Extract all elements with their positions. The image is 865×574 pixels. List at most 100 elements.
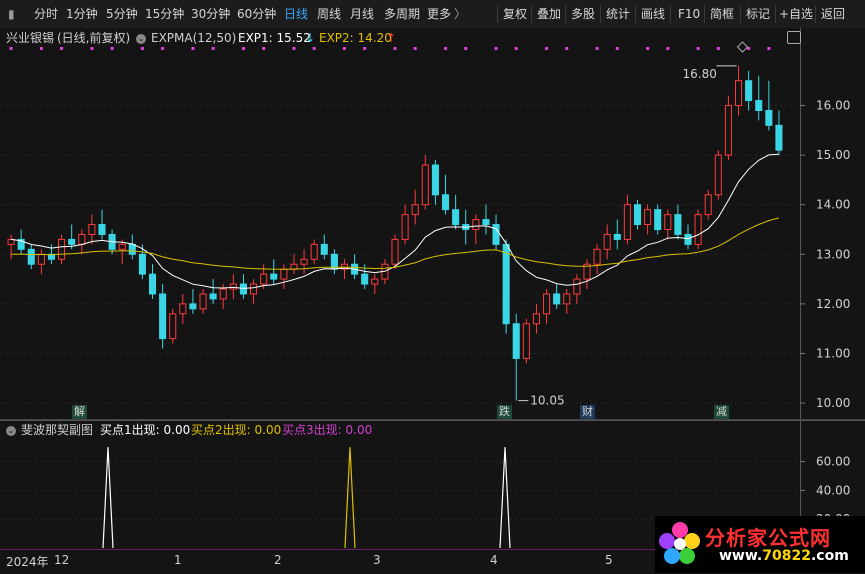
tab-30min[interactable]: 30分钟: [191, 7, 231, 21]
candle[interactable]: [593, 244, 601, 275]
candle[interactable]: [613, 219, 621, 250]
signal-dot: [716, 47, 720, 50]
simple-frame-button[interactable]: 简框: [710, 7, 735, 21]
tab-1min[interactable]: 1分钟: [66, 7, 98, 21]
candle[interactable]: [452, 194, 460, 230]
candle[interactable]: [633, 199, 642, 230]
candle[interactable]: [229, 274, 237, 299]
candle[interactable]: [583, 259, 591, 290]
candle[interactable]: [260, 264, 268, 290]
add-watchlist-button[interactable]: +自选: [779, 7, 814, 21]
tab-monthly[interactable]: 月线: [350, 7, 375, 21]
candle[interactable]: [441, 174, 450, 215]
candle[interactable]: [27, 244, 35, 270]
candle[interactable]: [250, 279, 258, 304]
arrow-up-icon: ↑: [386, 31, 397, 45]
candle[interactable]: [482, 204, 490, 235]
candle[interactable]: [401, 204, 409, 245]
candle[interactable]: [735, 65, 743, 116]
candle[interactable]: [270, 259, 278, 285]
candle[interactable]: [522, 318, 530, 364]
candle[interactable]: [371, 274, 379, 294]
candle[interactable]: [543, 289, 551, 324]
fuquan-button[interactable]: 复权: [503, 7, 528, 21]
candle[interactable]: [391, 234, 399, 270]
candle[interactable]: [472, 214, 480, 245]
candle[interactable]: [239, 274, 247, 299]
candle[interactable]: [674, 204, 682, 240]
candle[interactable]: [148, 264, 157, 299]
event-tag-jie[interactable]: 解: [72, 405, 87, 419]
candle[interactable]: [704, 189, 712, 220]
candle[interactable]: [573, 274, 581, 304]
indicator-name[interactable]: EXPMA(12,50): [151, 31, 237, 45]
candle[interactable]: [118, 239, 126, 265]
tab-more[interactable]: 更多: [427, 7, 452, 21]
candle[interactable]: [209, 279, 217, 304]
candle[interactable]: [300, 249, 308, 275]
candle[interactable]: [724, 95, 732, 161]
candle[interactable]: [17, 229, 25, 255]
candle[interactable]: [553, 284, 561, 309]
event-tag-jian[interactable]: 减: [714, 405, 729, 419]
candle[interactable]: [411, 189, 419, 225]
candle[interactable]: [714, 150, 722, 200]
multi-stock-button[interactable]: 多股: [571, 7, 596, 21]
mark-button[interactable]: 标记: [746, 7, 771, 21]
candle[interactable]: [775, 110, 783, 156]
candle[interactable]: [532, 303, 540, 334]
candle[interactable]: [623, 194, 631, 245]
candle[interactable]: [310, 239, 318, 265]
candle[interactable]: [694, 209, 702, 250]
tab-multi-period[interactable]: 多周期: [384, 7, 421, 21]
candle[interactable]: [563, 289, 571, 314]
candle[interactable]: [512, 313, 520, 401]
subchart-settings-icon[interactable]: ⌄: [6, 425, 16, 436]
candle[interactable]: [603, 224, 611, 260]
candle[interactable]: [765, 80, 773, 131]
y-tick-label: 13.00: [816, 247, 850, 261]
candle[interactable]: [7, 234, 15, 260]
subchart-title[interactable]: 斐波那契副图: [21, 423, 94, 437]
kline-chart[interactable]: 10.00 11.00 12.00 13.00 14.00 15.00 16.00 16.8…: [0, 28, 865, 420]
candle[interactable]: [421, 155, 429, 210]
tab-daily[interactable]: 日线: [284, 7, 309, 21]
candle[interactable]: [745, 70, 753, 111]
toolbar-menu-icon[interactable]: ▮: [8, 7, 15, 21]
statistics-button[interactable]: 统计: [606, 7, 631, 21]
tab-15min[interactable]: 15分钟: [145, 7, 185, 21]
candle[interactable]: [492, 214, 500, 250]
settings-circle-icon[interactable]: ⌄: [136, 33, 146, 44]
candle[interactable]: [88, 214, 96, 245]
candle[interactable]: [664, 209, 672, 240]
candle[interactable]: [159, 284, 167, 349]
f10-button[interactable]: F10: [678, 7, 701, 21]
back-button[interactable]: 返回: [821, 7, 846, 21]
candle[interactable]: [644, 204, 652, 235]
candle[interactable]: [98, 209, 106, 240]
candle[interactable]: [179, 293, 187, 324]
event-tag-cai[interactable]: 财: [580, 405, 595, 419]
candle[interactable]: [684, 224, 692, 250]
tab-minute[interactable]: 分时: [34, 7, 59, 21]
event-tag-die[interactable]: 跌: [497, 405, 512, 419]
overlay-button[interactable]: 叠加: [537, 7, 562, 21]
candle[interactable]: [169, 308, 177, 344]
candle[interactable]: [654, 204, 662, 235]
draw-line-button[interactable]: 画线: [641, 7, 666, 21]
candle[interactable]: [58, 234, 66, 265]
tab-60min[interactable]: 60分钟: [237, 7, 277, 21]
maximize-icon[interactable]: [787, 31, 801, 44]
candle[interactable]: [199, 289, 207, 314]
chevron-right-icon[interactable]: 〉: [454, 7, 467, 21]
tab-weekly[interactable]: 周线: [317, 7, 342, 21]
toolbar-separator: [775, 5, 776, 23]
candle[interactable]: [138, 244, 146, 280]
subchart-header: ⌄ 斐波那契副图 买点1出现: 0.00 买点2出现: 0.00 买点3出现: …: [0, 420, 800, 438]
candle[interactable]: [189, 289, 197, 314]
candle[interactable]: [755, 75, 763, 121]
candle[interactable]: [320, 234, 328, 260]
candle[interactable]: [431, 160, 439, 205]
tab-5min[interactable]: 5分钟: [106, 7, 138, 21]
candle[interactable]: [68, 224, 76, 250]
